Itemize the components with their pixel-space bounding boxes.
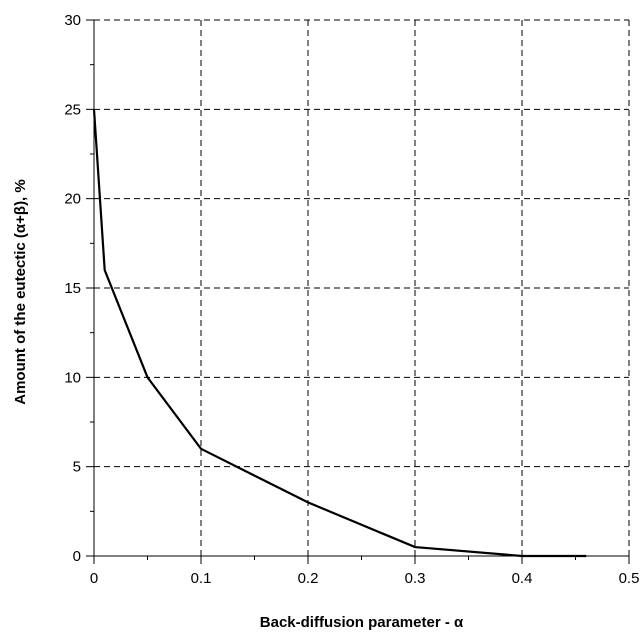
- x-axis-title: Back-diffusion parameter - α: [260, 614, 464, 631]
- x-tick-label: 0: [90, 570, 98, 587]
- x-tick-label: 0.3: [405, 570, 426, 587]
- y-tick-label: 5: [73, 459, 81, 476]
- x-tick-label: 0.2: [298, 570, 319, 587]
- x-tick-label: 0.1: [191, 570, 212, 587]
- y-tick-label: 15: [64, 280, 81, 297]
- y-tick-label: 25: [64, 101, 81, 118]
- y-axis-title: Amount of the eutectic (α+β), %: [12, 179, 29, 404]
- y-tick-label: 0: [73, 548, 81, 565]
- series-line: [92, 109, 587, 558]
- x-tick-label: 0.4: [512, 570, 533, 587]
- series-layer: [92, 109, 587, 558]
- y-tick-label: 30: [64, 12, 81, 29]
- y-tick-label: 10: [64, 369, 81, 386]
- y-tick-label: 20: [64, 191, 81, 208]
- x-tick-label: 0.5: [619, 570, 640, 587]
- axes: [86, 19, 630, 564]
- grid: [94, 19, 630, 556]
- tick-labels: 0 0.1 0.2 0.3 0.4 0.5 0 5 10 15 20 25 30: [64, 12, 639, 587]
